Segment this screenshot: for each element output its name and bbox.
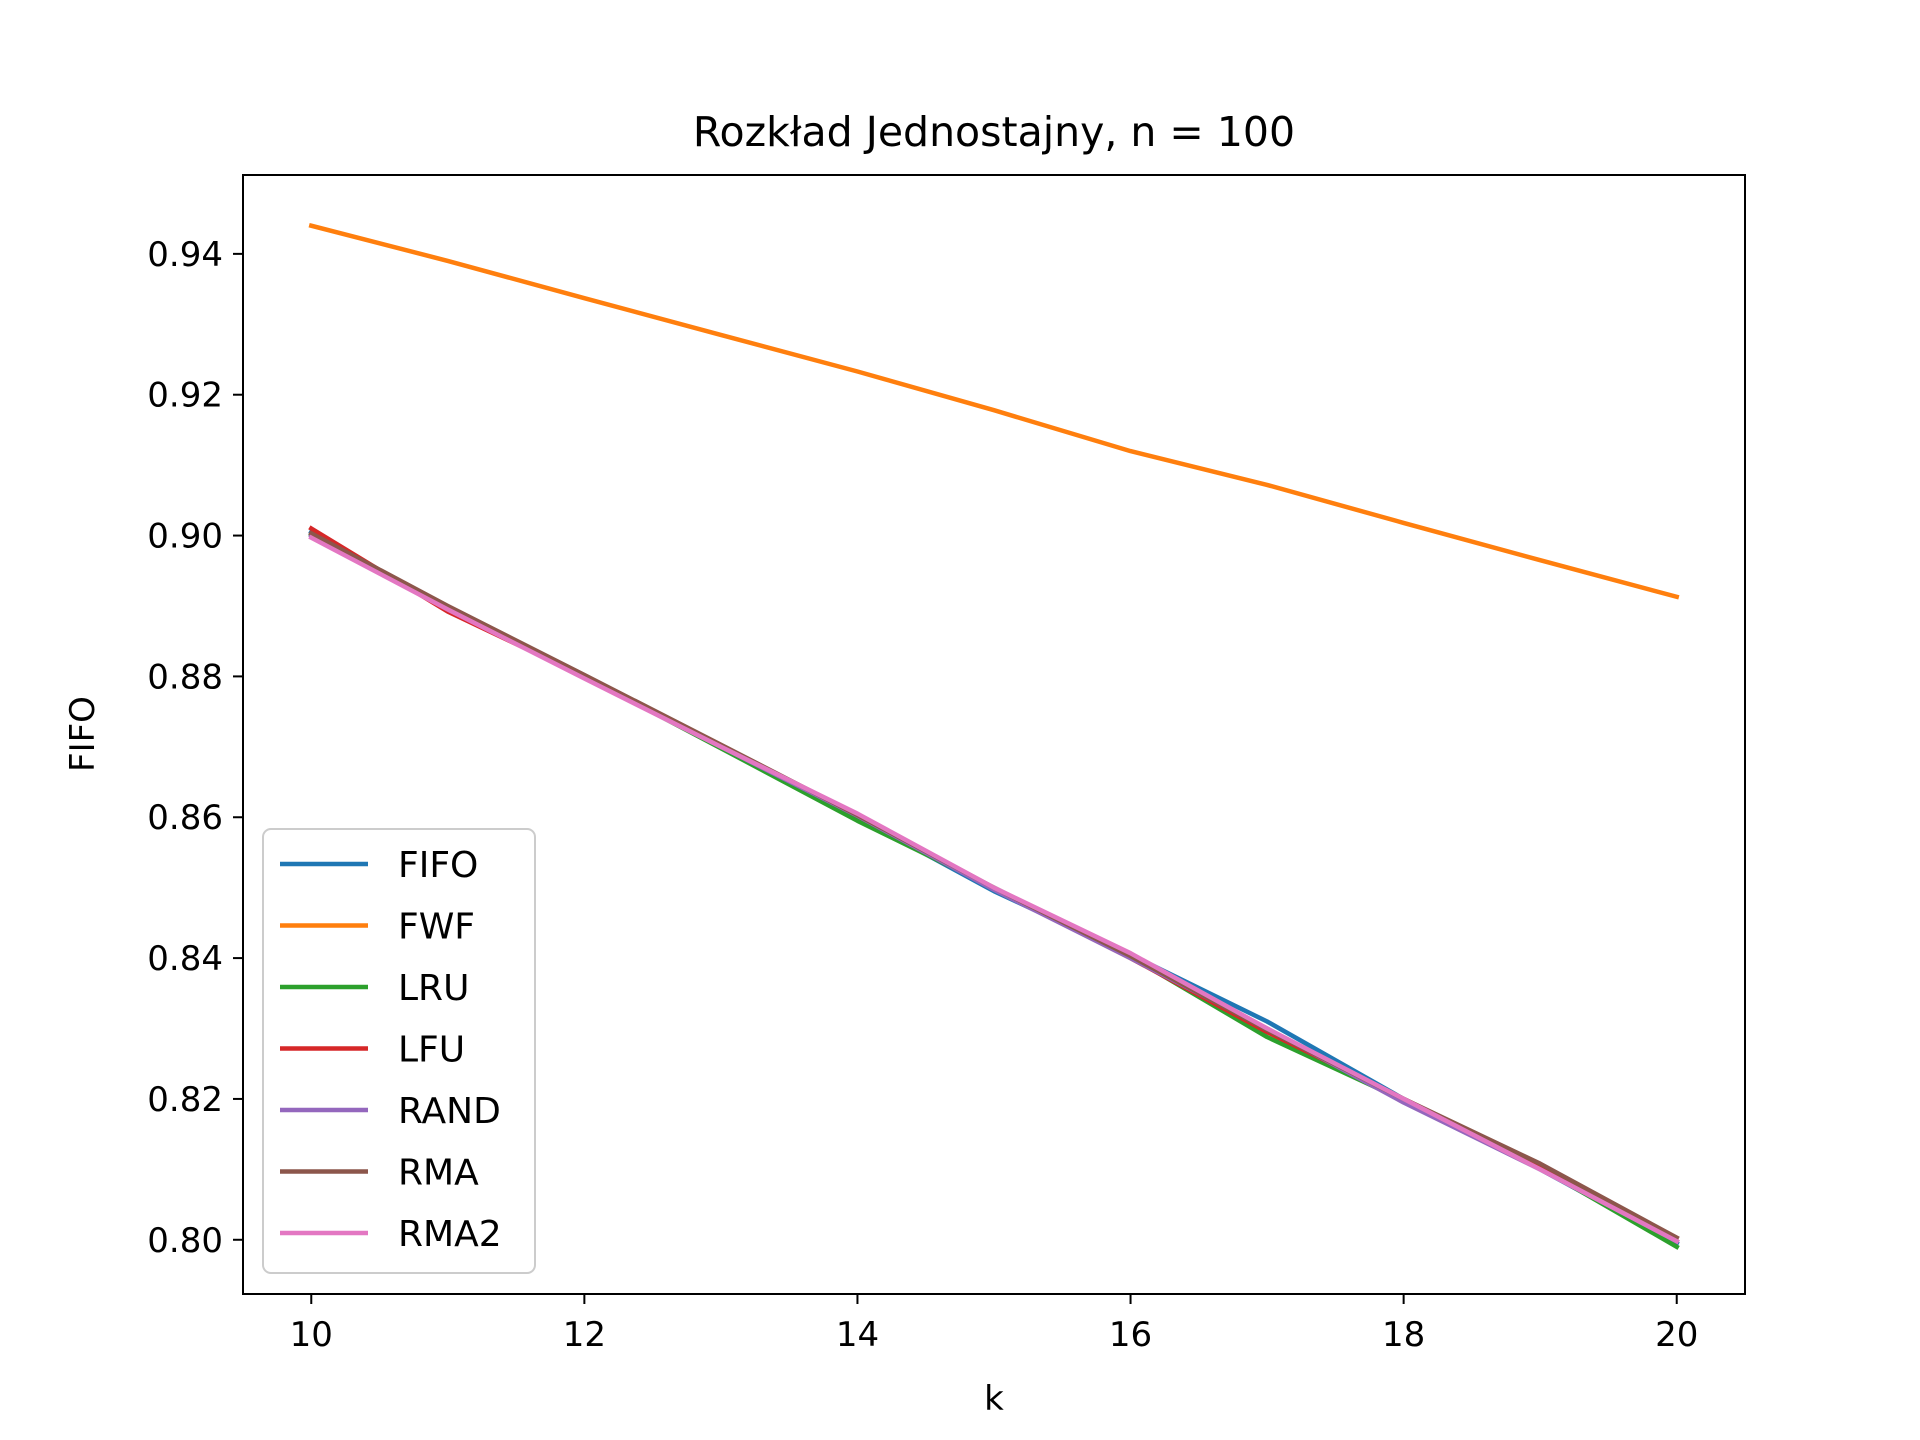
series-lines	[308, 222, 1680, 1250]
x-tick-label: 20	[1655, 1315, 1698, 1355]
x-axis-ticks: 10 12 14 16 18 20	[290, 1294, 1698, 1355]
x-tick-label: 16	[1109, 1315, 1152, 1355]
legend-label-rma2: RMA2	[398, 1214, 502, 1255]
x-tick-label: 10	[290, 1315, 333, 1355]
legend-label-lfu: LFU	[398, 1030, 465, 1071]
y-tick-label: 0.84	[147, 939, 223, 979]
series-line-fwf	[308, 222, 1680, 600]
plot-frame	[242, 174, 1746, 1295]
series-line-rma2	[308, 534, 1680, 1245]
y-axis-label: FIFO	[63, 696, 103, 772]
y-tick-label: 0.92	[147, 376, 223, 416]
x-tick-label: 18	[1382, 1315, 1425, 1355]
legend-frame	[262, 828, 536, 1274]
legend-label-fifo: FIFO	[398, 845, 478, 886]
legend-label-lru: LRU	[398, 968, 469, 1009]
legend-label-rand: RAND	[398, 1091, 501, 1132]
legend-label-rma: RMA	[398, 1153, 479, 1194]
y-tick-label: 0.80	[147, 1221, 223, 1261]
chart-title: Rozkład Jednostajny, n = 100	[693, 108, 1295, 156]
y-tick-label: 0.82	[147, 1080, 223, 1120]
x-tick-label: 12	[563, 1315, 606, 1355]
y-tick-label: 0.90	[147, 517, 223, 557]
y-axis-ticks: 0.80 0.82 0.84 0.86 0.88 0.90 0.92 0.94	[147, 235, 243, 1261]
x-axis-label: k	[984, 1379, 1004, 1419]
y-tick-label: 0.94	[147, 235, 223, 275]
y-tick-label: 0.88	[147, 657, 223, 697]
legend-label-fwf: FWF	[398, 907, 475, 948]
x-tick-label: 14	[836, 1315, 879, 1355]
y-tick-label: 0.86	[147, 798, 223, 838]
legend: FIFO FWF LRU LFU RAND RMA RMA2	[262, 828, 536, 1274]
